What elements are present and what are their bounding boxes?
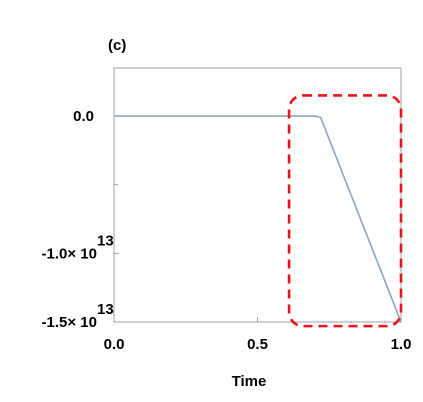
y-tick-base: × 10 <box>67 245 97 262</box>
y-tick-label: -1.5× 10 <box>42 314 97 331</box>
x-tick-label: 0.0 <box>104 336 125 353</box>
highlight-dashed-box <box>287 94 403 328</box>
x-tick-label: 0.5 <box>247 336 268 353</box>
plot-frame <box>113 67 402 323</box>
y-tick-exponent: 13 <box>97 301 114 318</box>
x-axis-label: Time <box>232 373 267 390</box>
series-line <box>114 115 402 323</box>
y-tick-base: × 10 <box>67 314 97 331</box>
y-tick-exponent: 13 <box>97 232 114 249</box>
x-tick-label: 1.0 <box>391 336 412 353</box>
y-tick-label: -1.0× 10 <box>42 245 97 262</box>
y-tick-mantissa: -1.5 <box>42 314 68 331</box>
panel-label: (c) <box>108 37 126 54</box>
y-tick-mantissa: -1.0 <box>42 245 68 262</box>
y-tick-label: 0.0 <box>73 108 94 125</box>
